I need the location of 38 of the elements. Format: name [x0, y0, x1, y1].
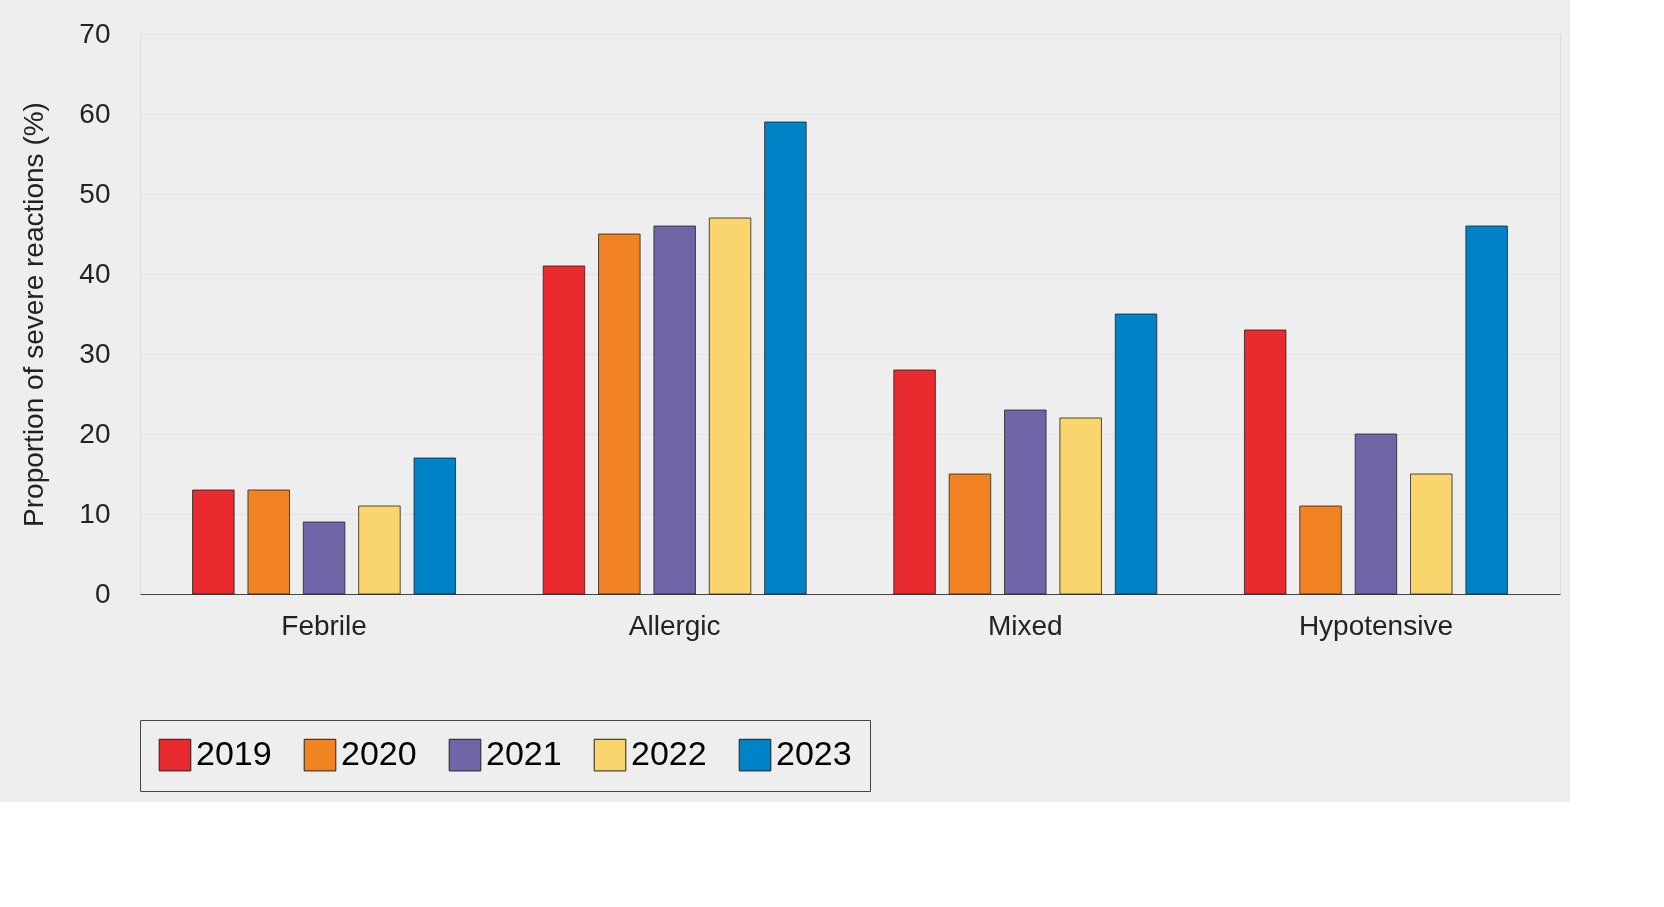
bar [764, 121, 807, 595]
bar [247, 489, 290, 595]
bar [893, 369, 936, 595]
bar [1410, 473, 1453, 595]
bar [1465, 225, 1508, 595]
bar [542, 265, 586, 595]
x-tick-label: Hypotensive [1298, 609, 1453, 641]
bar [708, 217, 752, 595]
bar [302, 521, 346, 595]
y-tick-label: 40 [79, 257, 111, 289]
bar [1299, 505, 1342, 595]
bar [1059, 417, 1102, 595]
bar [948, 473, 992, 595]
y-tick-label: 70 [79, 17, 111, 49]
y-tick-label: 10 [79, 497, 111, 529]
y-tick-label: 50 [79, 177, 111, 209]
x-tick-label: Mixed [987, 609, 1063, 641]
x-tick-label: Allergic [628, 609, 721, 641]
legend-label: 2020 [341, 734, 417, 773]
legend-label: 2019 [196, 734, 272, 773]
y-tick-label: 30 [79, 337, 111, 369]
legend-label: 2023 [776, 734, 852, 773]
y-tick-label: 20 [79, 417, 111, 449]
bar [1004, 409, 1047, 595]
bar [413, 457, 456, 595]
bar [1244, 329, 1287, 595]
legend-label: 2021 [486, 734, 562, 773]
bar [1354, 433, 1398, 595]
y-tick-label: 60 [79, 97, 111, 129]
bar [192, 489, 235, 595]
bar [653, 225, 696, 595]
bar [1114, 313, 1158, 595]
bar [598, 233, 641, 595]
y-tick-label: 0 [94, 577, 111, 609]
y-axis-title: Proportion of severe reactions (%) [18, 102, 50, 527]
legend-label: 2022 [631, 734, 707, 773]
x-tick-label: Febrile [281, 609, 367, 641]
bar [358, 505, 401, 595]
